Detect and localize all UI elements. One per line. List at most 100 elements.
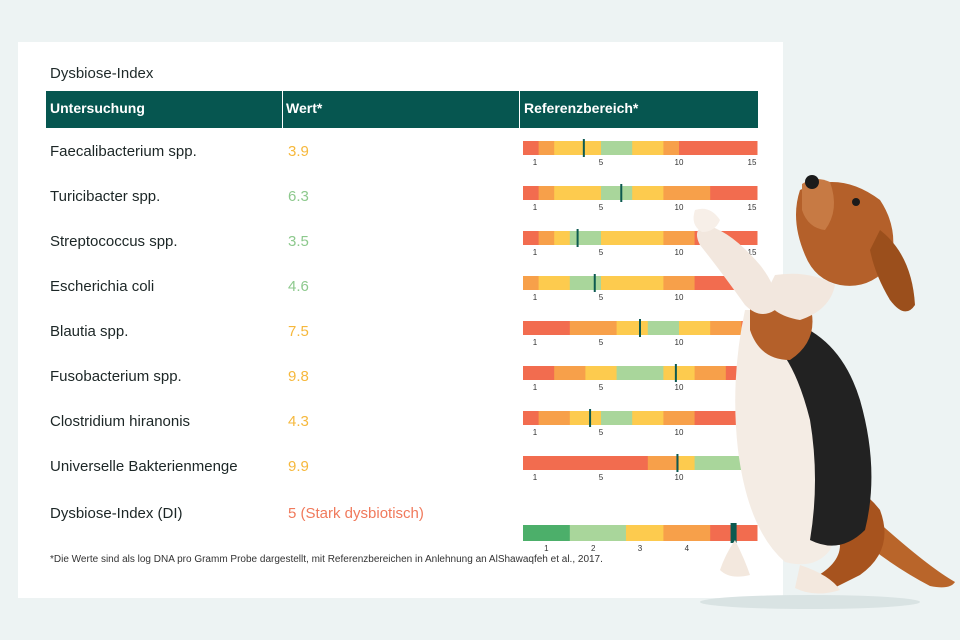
row-label: Blautia spp. — [50, 323, 129, 340]
range-segment-lightgreen — [601, 411, 633, 425]
tick-label: 10 — [675, 383, 684, 392]
tick-label: 5 — [599, 293, 604, 302]
header-wert: Wert* — [286, 100, 323, 116]
range-segment-lightgreen — [569, 276, 602, 290]
value-marker — [582, 139, 585, 157]
dog-muzzle — [802, 178, 834, 230]
tick-label: 1 — [544, 544, 549, 553]
range-segment-yellow — [663, 366, 696, 380]
range-segment-orange — [538, 141, 555, 155]
range-segment-orange — [663, 411, 696, 425]
tick-label: 15 — [748, 248, 757, 257]
range-segment-yellow — [585, 366, 618, 380]
range-segment-yellow — [601, 231, 664, 245]
tick-label: 5 — [599, 203, 604, 212]
row-value: 7.5 — [288, 323, 309, 340]
basset-hound-illustration — [693, 175, 955, 609]
range-segment-lightgreen — [601, 141, 633, 155]
range-segment-red — [523, 231, 540, 245]
range-segment-lightgreen — [601, 186, 633, 200]
range-segment-yellow — [632, 411, 664, 425]
tick-label: 10 — [675, 248, 684, 257]
range-segment-yellow — [616, 321, 649, 335]
table-header: Untersuchung Wert* Referenzbereich* — [46, 91, 758, 128]
tick-label: 5 — [599, 158, 604, 167]
range-segment-yellow — [569, 411, 602, 425]
range-segment-orange — [523, 276, 540, 290]
dysbiosis-card: Dysbiose-Index Untersuchung Wert* Refere… — [18, 42, 783, 598]
tick-label: 10 — [675, 203, 684, 212]
range-segment-yellow — [601, 276, 664, 290]
dog-back — [770, 320, 872, 546]
range-segment-red — [523, 366, 555, 380]
row-label: Dysbiose-Index (DI) — [50, 505, 183, 522]
row-value: 6.3 — [288, 188, 309, 205]
range-segment-orange — [663, 186, 711, 200]
dog-nose — [805, 175, 819, 189]
range-segment-yellow — [554, 186, 602, 200]
tick-label: 15 — [748, 203, 757, 212]
range-segment-red — [710, 186, 758, 200]
row-label: Fusobacterium spp. — [50, 368, 182, 385]
range-segment-orange — [663, 231, 696, 245]
row-value: 4.6 — [288, 278, 309, 295]
range-segment-yellow — [632, 186, 664, 200]
tick-label: 5 — [599, 383, 604, 392]
row-label: Universelle Bakterienmenge — [50, 458, 238, 475]
range-segment-yellow — [625, 525, 664, 541]
row-value: 9.8 — [288, 368, 309, 385]
header-untersuchung: Untersuchung — [50, 100, 145, 116]
range-segment-orange — [569, 321, 618, 335]
tick-label: 10 — [675, 428, 684, 437]
row-label: Turicibacter spp. — [50, 188, 161, 205]
dog-shadow — [700, 595, 920, 609]
value-marker — [730, 523, 737, 543]
dog-neck — [765, 273, 835, 320]
row-label: Clostridium hiranonis — [50, 413, 191, 430]
range-segment-orange — [663, 276, 696, 290]
tick-label: 1 — [533, 248, 538, 257]
range-segment-lightgreen — [569, 525, 627, 541]
dog-eye — [852, 198, 860, 206]
dog-front-foot — [720, 540, 750, 577]
range-segment-yellow — [679, 321, 711, 335]
row-value: 9.9 — [288, 458, 309, 475]
value-marker — [593, 274, 596, 292]
tick-label: 10 — [675, 473, 684, 482]
range-segment-yellow — [554, 141, 602, 155]
row-label: Faecalibacterium spp. — [50, 143, 197, 160]
range-segment-red — [523, 321, 571, 335]
dog-front-leg — [696, 225, 776, 314]
tick-label: 1 — [533, 428, 538, 437]
header-referenzbereich: Referenzbereich* — [524, 100, 639, 116]
range-segment-orange — [538, 411, 571, 425]
footnote: *Die Werte sind als log DNA pro Gramm Pr… — [50, 554, 603, 565]
range-segment-orange — [663, 525, 711, 541]
range-segment-red — [523, 186, 540, 200]
range-segment-yellow — [679, 456, 696, 470]
range-segment-orange — [663, 141, 680, 155]
value-marker — [676, 454, 679, 472]
range-segment-lightgreen — [694, 456, 742, 470]
range-segment-yellow — [538, 276, 571, 290]
range-segment-orange — [647, 456, 680, 470]
range-segment-red — [679, 141, 758, 155]
tick-label: 2 — [591, 544, 596, 553]
dog-hind-foot — [795, 565, 840, 594]
tick-label: 1 — [533, 293, 538, 302]
tick-label: 1 — [533, 338, 538, 347]
tick-label: 3 — [638, 544, 643, 553]
value-marker — [620, 184, 623, 202]
row-label: Streptococcus spp. — [50, 233, 178, 250]
range-segment-yellow — [632, 141, 664, 155]
value-marker — [639, 319, 641, 337]
range-segment-green — [523, 525, 571, 541]
range-segment-lightgreen — [569, 231, 602, 245]
row-value: 3.5 — [288, 233, 309, 250]
range-segment-orange — [538, 231, 555, 245]
range-segment-orange — [710, 321, 742, 335]
row-label: Escherichia coli — [50, 278, 155, 295]
range-segment-yellow — [554, 231, 571, 245]
tick-label: 1 — [533, 203, 538, 212]
tick-label: 5 — [599, 428, 604, 437]
